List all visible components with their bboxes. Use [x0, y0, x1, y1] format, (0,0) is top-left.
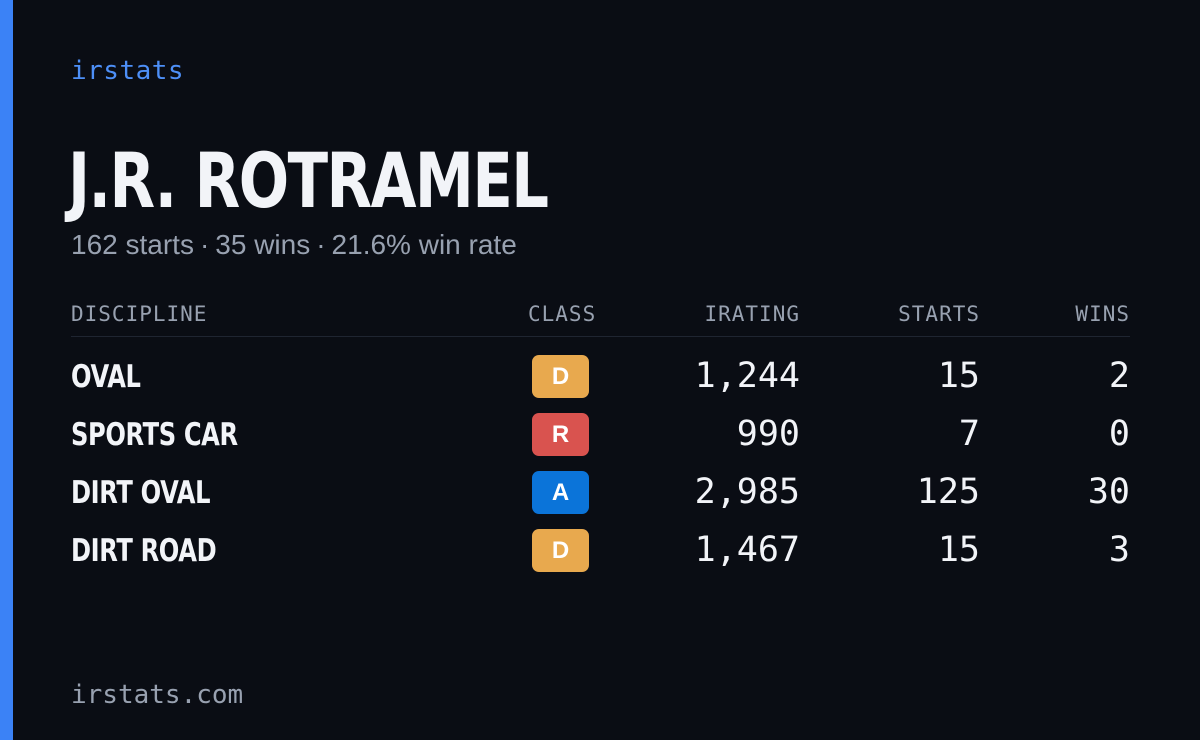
row-wins: 0	[1108, 414, 1130, 454]
header-wins: WINS	[1075, 302, 1130, 326]
driver-name: J.R. ROTRAMEL	[68, 136, 549, 225]
brand-logo[interactable]: irstats	[71, 56, 185, 86]
summary-win-rate: 21.6% win rate	[331, 229, 517, 260]
row-irating: 1,244	[694, 356, 800, 396]
row-discipline: DIRT OVAL	[71, 475, 211, 511]
table-row: SPORTS CAR R 990 7 0	[71, 409, 1130, 467]
row-discipline: SPORTS CAR	[71, 417, 238, 453]
row-discipline: OVAL	[71, 359, 141, 395]
row-starts: 15	[937, 530, 980, 570]
row-starts: 15	[937, 356, 980, 396]
row-wins: 3	[1108, 530, 1130, 570]
table-row: OVAL D 1,244 15 2	[71, 351, 1130, 409]
discipline-table: DISCIPLINE CLASS IRATING STARTS WINS OVA…	[71, 296, 1130, 583]
table-row: DIRT ROAD D 1,467 15 3	[71, 525, 1130, 583]
row-starts: 125	[916, 472, 980, 512]
summary-starts: 162 starts	[71, 229, 194, 260]
row-irating: 990	[736, 414, 800, 454]
row-discipline: DIRT ROAD	[71, 533, 217, 569]
header-class: CLASS	[528, 302, 597, 326]
accent-bar	[0, 0, 13, 740]
summary-separator: ·	[316, 229, 326, 260]
table-header: DISCIPLINE CLASS IRATING STARTS WINS	[71, 296, 1130, 337]
row-starts: 7	[958, 414, 980, 454]
summary-separator: ·	[199, 229, 210, 260]
driver-summary: 162 starts · 35 wins · 21.6% win rate	[71, 229, 517, 261]
class-badge: R	[532, 413, 589, 456]
class-badge: A	[532, 471, 589, 514]
footer-url[interactable]: irstats.com	[71, 680, 244, 710]
row-irating: 2,985	[694, 472, 800, 512]
summary-wins: 35 wins	[215, 229, 311, 260]
header-irating: IRATING	[704, 302, 800, 326]
table-row: DIRT OVAL A 2,985 125 30	[71, 467, 1130, 525]
row-wins: 2	[1108, 356, 1130, 396]
header-starts: STARTS	[898, 302, 980, 326]
header-discipline: DISCIPLINE	[71, 302, 208, 326]
class-badge: D	[532, 529, 589, 572]
row-irating: 1,467	[694, 530, 800, 570]
table-body: OVAL D 1,244 15 2 SPORTS CAR R 990 7 0 D…	[71, 337, 1130, 583]
class-badge: D	[532, 355, 589, 398]
row-wins: 30	[1087, 472, 1130, 512]
